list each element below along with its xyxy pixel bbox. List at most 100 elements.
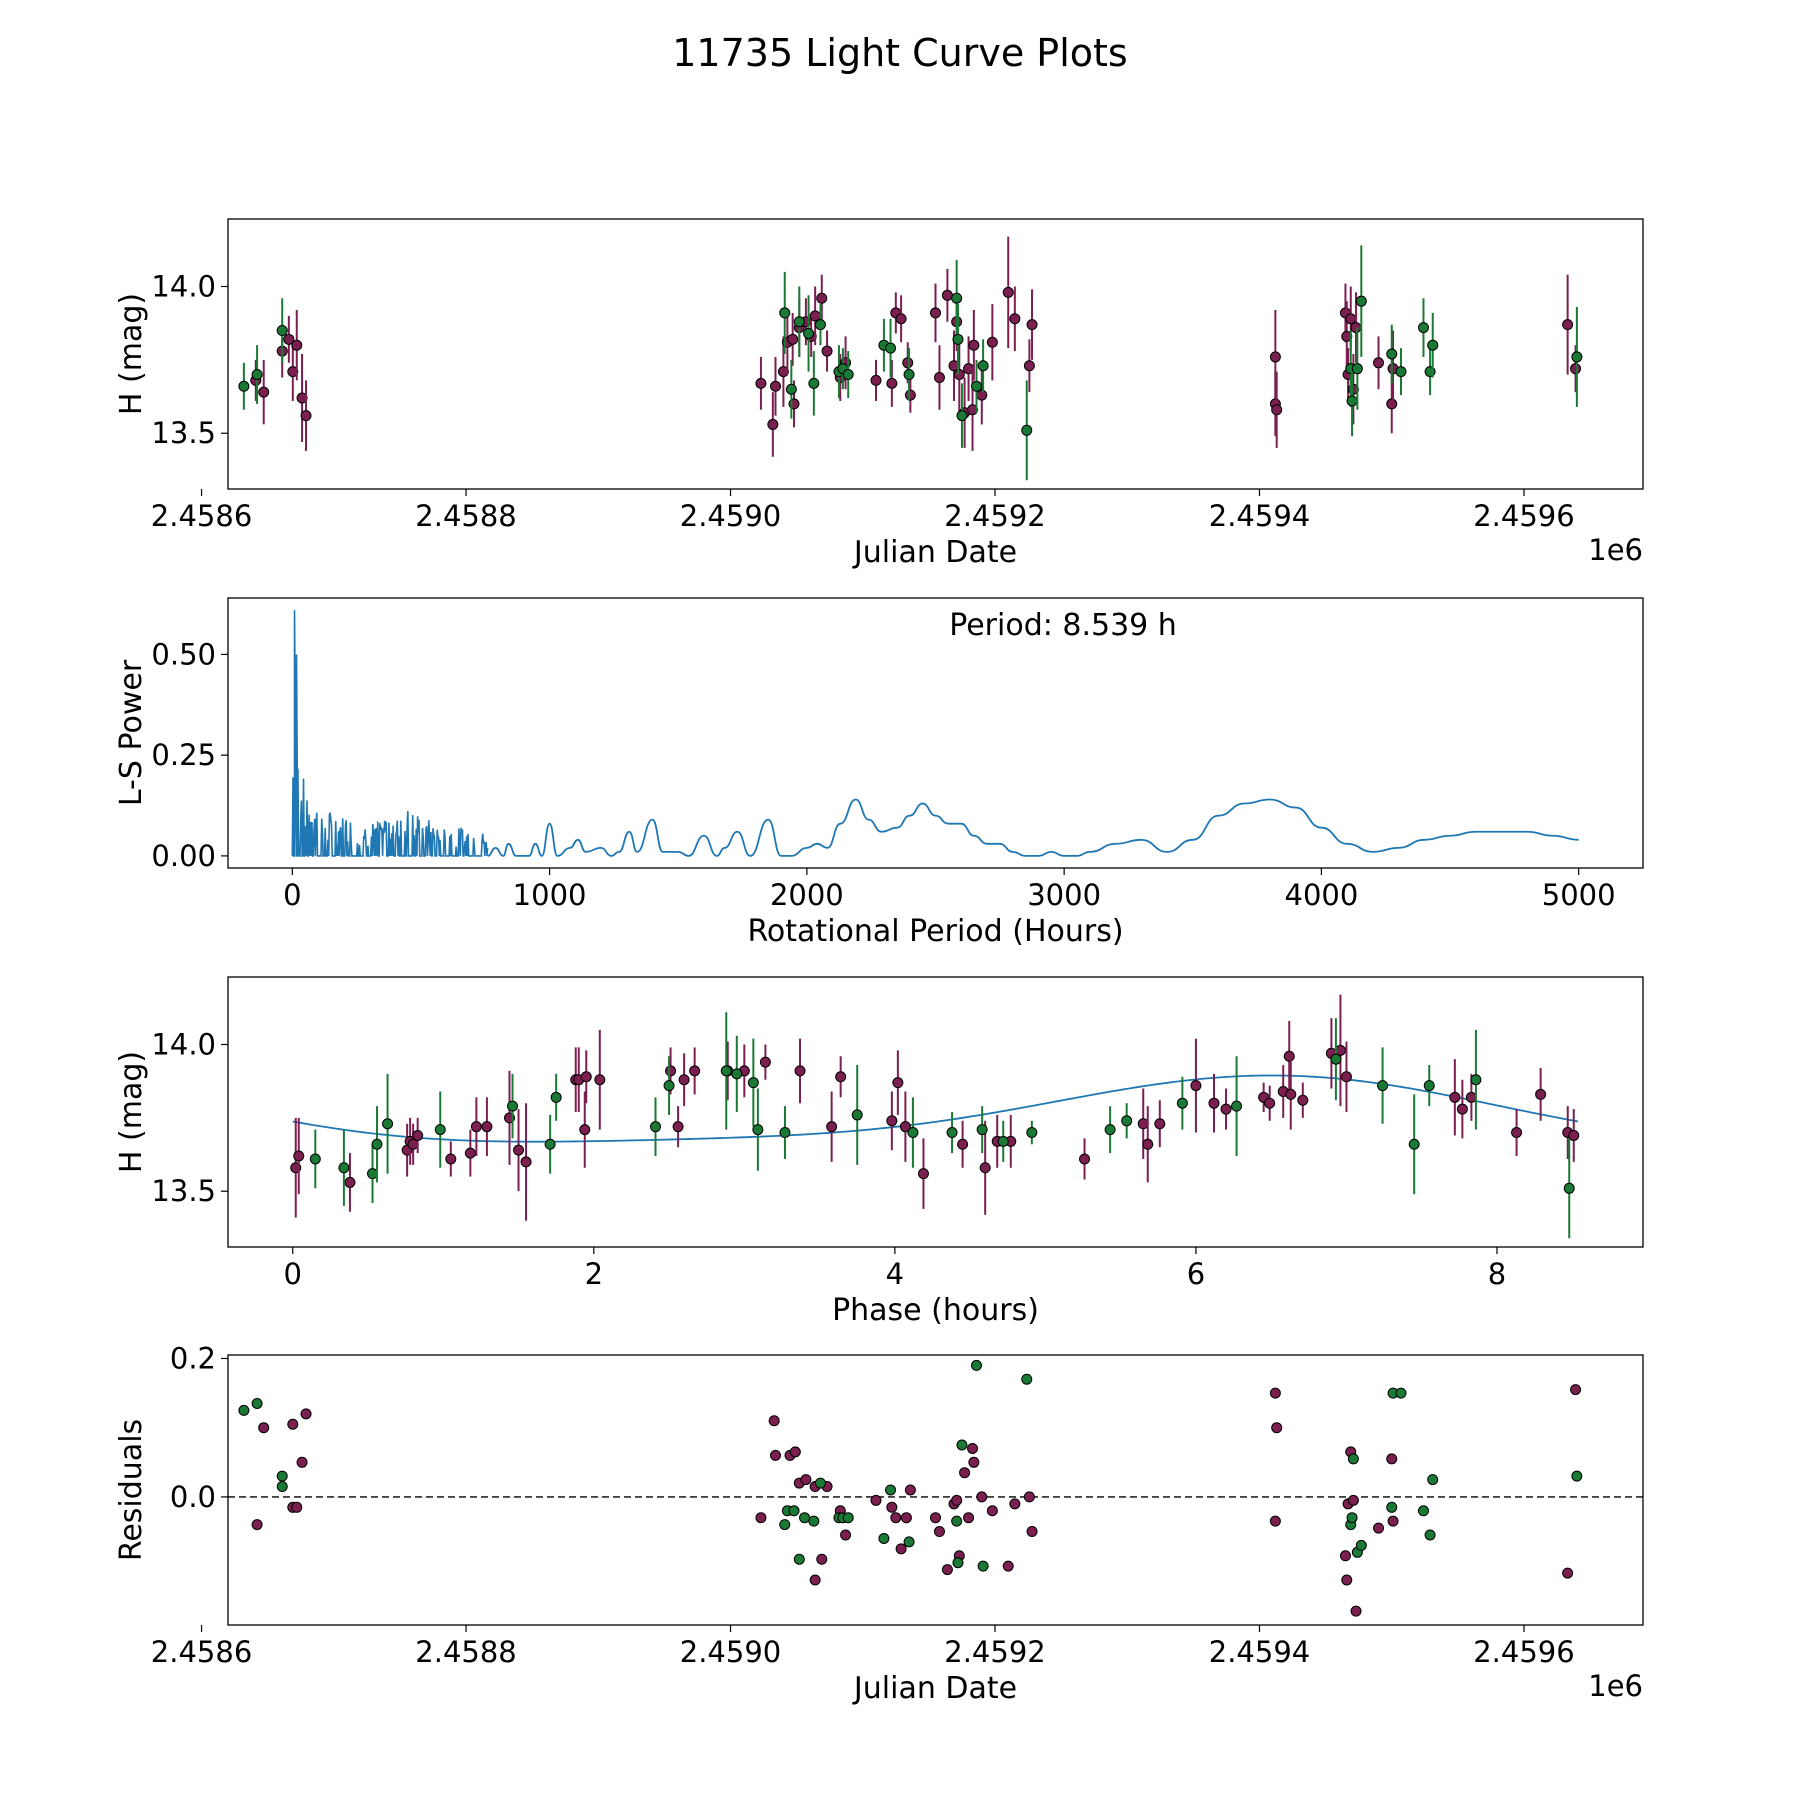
data-point <box>1021 1373 1033 1385</box>
plot-frame <box>227 597 1644 869</box>
periodogram-noise <box>291 610 489 857</box>
data-point <box>1341 330 1353 342</box>
data-point <box>544 1138 556 1150</box>
data-point <box>550 1091 562 1103</box>
data-point <box>258 386 270 398</box>
data-point <box>808 1515 820 1527</box>
data-point <box>1264 1097 1276 1109</box>
y-tick-label: 14.0 <box>151 270 216 304</box>
x-tick-label: 2.4590 <box>680 499 781 533</box>
data-point <box>1208 1097 1220 1109</box>
x-tick-label: 0 <box>283 878 301 912</box>
data-point <box>933 371 945 383</box>
data-point <box>1571 351 1583 363</box>
x-axis-label: Phase (hours) <box>832 1293 1039 1328</box>
data-point <box>1563 1182 1575 1194</box>
data-point <box>976 1491 988 1503</box>
chart-lightcurve: 2.4586 2.4588 2.4590 2.4592 2.4594 2.4596 13.5… <box>114 218 1644 570</box>
data-point <box>1386 398 1398 410</box>
data-point <box>1535 1088 1547 1100</box>
x-offset-label: 1e6 <box>1588 533 1643 567</box>
data-point <box>789 1446 801 1458</box>
y-tick-label: 13.5 <box>151 416 216 450</box>
x-tick-label: 2.4590 <box>680 1635 781 1669</box>
data-point <box>1351 363 1363 375</box>
x-tick-label: 1000 <box>513 878 587 912</box>
data-point <box>963 1512 975 1524</box>
data-point <box>412 1129 424 1141</box>
data-point <box>464 1147 476 1159</box>
data-point <box>752 1124 764 1136</box>
data-point <box>977 1560 989 1572</box>
data-point <box>769 1449 781 1461</box>
data-point <box>276 1481 288 1493</box>
data-point <box>689 1065 701 1077</box>
data-point <box>952 1557 964 1569</box>
data-point <box>1190 1080 1202 1092</box>
data-point <box>1231 1100 1243 1112</box>
plot-frame <box>227 218 1644 490</box>
data-point <box>1387 1515 1399 1527</box>
data-point <box>1408 1138 1420 1150</box>
data-point <box>769 380 781 392</box>
data-point <box>803 327 815 339</box>
data-point <box>665 1065 677 1077</box>
data-point <box>809 1574 821 1586</box>
plot-area <box>238 236 1583 481</box>
data-point <box>1417 322 1429 334</box>
data-point <box>291 1501 303 1513</box>
data-point <box>1395 1387 1407 1399</box>
data-point <box>1562 1567 1574 1579</box>
data-point <box>956 1439 968 1451</box>
data-point <box>309 1153 321 1165</box>
data-point <box>767 418 779 430</box>
data-point <box>793 1553 805 1565</box>
data-point <box>1571 1470 1583 1482</box>
data-point <box>300 410 312 422</box>
data-point <box>886 1115 898 1127</box>
x-tick-label: 2 <box>585 1257 603 1291</box>
series-filter-b <box>309 1012 1575 1239</box>
data-point <box>513 1144 525 1156</box>
data-point <box>870 374 882 386</box>
data-point <box>851 1109 863 1121</box>
data-point <box>808 377 820 389</box>
periodogram-curve <box>487 798 1579 857</box>
data-point <box>821 345 833 357</box>
data-point <box>842 1512 854 1524</box>
data-point <box>1079 1153 1091 1165</box>
data-point <box>952 333 964 345</box>
data-point <box>794 1065 806 1077</box>
data-point <box>1271 404 1283 416</box>
data-point <box>1026 1127 1038 1139</box>
data-point <box>296 392 308 404</box>
data-point <box>1023 1491 1035 1503</box>
y-tick-label: 0.25 <box>151 738 216 772</box>
data-point <box>755 377 767 389</box>
data-point <box>1154 1118 1166 1130</box>
data-point <box>900 1512 912 1524</box>
y-axis-label: L-S Power <box>114 659 149 806</box>
data-point <box>1026 1526 1038 1538</box>
data-point <box>902 357 914 369</box>
figure-title: 11735 Light Curve Plots <box>672 31 1127 75</box>
data-point <box>251 1397 263 1409</box>
data-point <box>1002 1560 1014 1572</box>
data-point <box>580 1071 592 1083</box>
data-point <box>814 1477 826 1489</box>
series-filter-b <box>238 245 1583 481</box>
data-point <box>977 360 989 372</box>
data-point <box>878 1532 890 1544</box>
x-axis-label: Julian Date <box>852 1671 1017 1706</box>
y-axis-label: H (mag) <box>114 293 149 415</box>
data-point <box>481 1121 493 1133</box>
data-point <box>899 1121 911 1133</box>
plot-frame <box>227 1354 1644 1626</box>
data-point <box>941 289 953 301</box>
data-point <box>986 1505 998 1517</box>
data-point <box>1341 1574 1353 1586</box>
data-point <box>1427 1474 1439 1486</box>
data-point <box>1386 1501 1398 1513</box>
data-point <box>300 1408 312 1420</box>
